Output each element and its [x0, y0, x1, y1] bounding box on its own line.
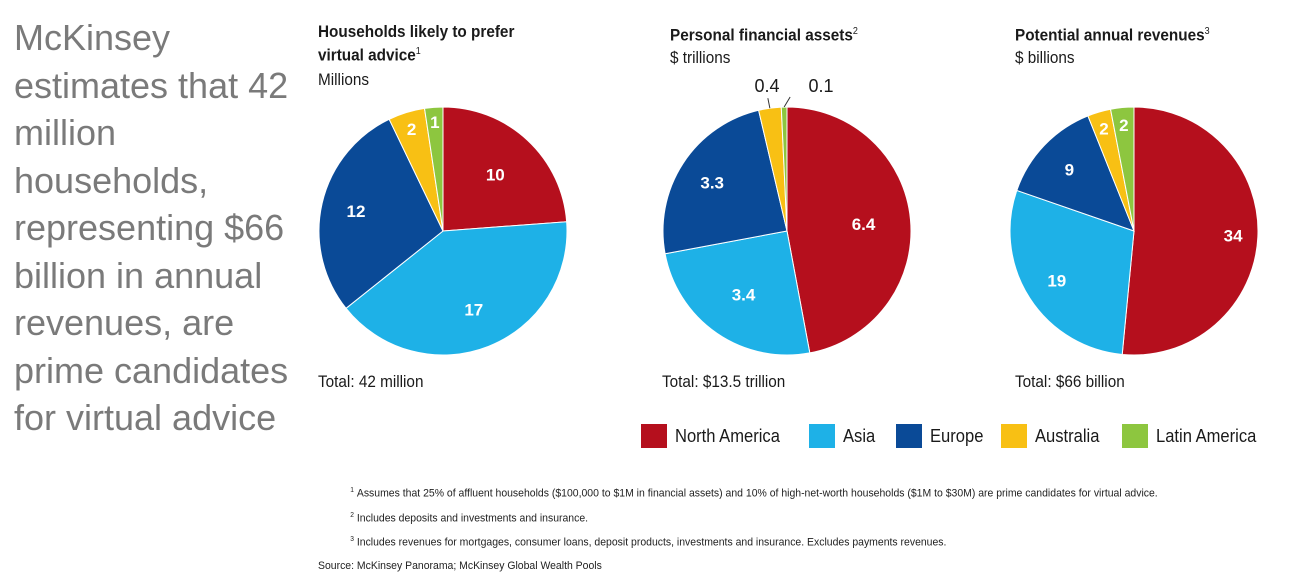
legend-swatch-latin-america: [1122, 424, 1148, 448]
chart-1-label-europe: 12: [346, 202, 365, 221]
chart-2-label-asia: 3.4: [732, 285, 756, 304]
legend-label-latin-america: Latin America: [1156, 426, 1257, 446]
chart-3-label-europe: 9: [1065, 160, 1074, 179]
chart-1-title-line2: virtual advice: [318, 45, 416, 65]
chart-3-slice-asia: [1009, 189, 1135, 355]
chart-2-total: Total: $13.5 trillion: [662, 372, 786, 391]
footnote-1: 1 Assumes that 25% of affluent households…: [318, 480, 1230, 505]
chart-1-slice-north-america: [442, 106, 568, 232]
legend-label-asia: Asia: [843, 426, 876, 446]
chart-3-pie: 34 19 9 2 2: [1009, 106, 1259, 356]
chart-2-label-north-america: 6.4: [852, 215, 876, 234]
chart-1-label-latin-america: 1: [430, 113, 439, 132]
chart-3-slice-latin-america: [1109, 106, 1135, 232]
legend-swatch-europe: [896, 424, 922, 448]
chart-2-leader-australia: [767, 98, 771, 109]
chart-2-label-australia: 0.4: [754, 76, 779, 96]
chart-1-pie: 10 17 12 2 1: [318, 106, 568, 356]
chart-2-label-latin-america: 0.1: [808, 76, 833, 96]
chart-2-label-europe: 3.3: [700, 173, 724, 192]
footnote-3-text: Includes revenues for mortgages, consume…: [356, 536, 947, 549]
footnote-3: 3 Includes revenues for mortgages, consum…: [318, 529, 1230, 554]
chart-3-title-line1: Potential annual revenues: [1015, 25, 1205, 45]
chart-1-slice-europe: [318, 118, 444, 310]
chart-3-total: Total: $66 billion: [1015, 372, 1125, 391]
chart-1-title: Households likely to prefer virtual advi…: [318, 22, 514, 66]
footnotes: 1 Assumes that 25% of affluent households…: [318, 480, 1230, 577]
footnote-2-text: Includes deposits and investments and in…: [356, 512, 589, 525]
footnote-3-num: 3: [350, 536, 355, 544]
chart-2-slice-europe: [662, 109, 788, 255]
chart-3-footnote-ref: 3: [1204, 26, 1210, 37]
chart-1-total: Total: 42 million: [318, 372, 424, 391]
footnote-1-num: 1: [350, 487, 355, 494]
footnote-2-num: 2: [350, 511, 355, 519]
chart-3-label-australia: 2: [1099, 120, 1108, 139]
chart-2-slice-latin-america: [780, 106, 788, 232]
chart-1-slice-latin-america: [423, 106, 444, 232]
chart-3-slice-europe: [1016, 115, 1135, 232]
legend-swatch-north-america: [641, 424, 667, 448]
chart-2-leader-latin-america: [783, 96, 791, 108]
chart-1-label-australia: 2: [407, 120, 416, 139]
chart-1-slice-asia: [345, 221, 568, 356]
source-note: Source: McKinsey Panorama; McKinsey Glob…: [318, 559, 602, 572]
legend: North America Asia Europe Australia Lati…: [641, 424, 1281, 450]
chart-1-unit: Millions: [318, 70, 370, 89]
chart-3-label-north-america: 34: [1224, 227, 1243, 246]
chart-3-label-asia: 19: [1047, 272, 1066, 291]
chart-3-slice-north-america: [1121, 106, 1259, 356]
legend-swatch-australia: [1001, 424, 1027, 448]
footnote-1-text: Assumes that 25% of affluent households …: [356, 487, 1158, 500]
chart-3-label-latin-america: 2: [1119, 116, 1128, 135]
chart-1-label-asia: 17: [464, 300, 483, 319]
legend-swatch-asia: [809, 424, 835, 448]
chart-2-title-line1: Personal financial assets: [670, 25, 853, 45]
chart-1-title-line1: Households likely to prefer: [318, 22, 515, 41]
legend-label-australia: Australia: [1035, 426, 1100, 446]
chart-2-slice-north-america: [786, 106, 912, 354]
chart-1-footnote-ref: 1: [415, 46, 421, 57]
footnote-2: 2 Includes deposits and investments and i…: [318, 505, 1230, 530]
chart-2-title: Personal financial assets2: [670, 22, 858, 46]
legend-label-europe: Europe: [930, 426, 984, 446]
legend-label-north-america: North America: [675, 426, 780, 446]
chart-3-unit: $ billions: [1015, 48, 1075, 67]
chart-2-slice-asia: [664, 230, 811, 356]
chart-2-unit: $ trillions: [670, 48, 731, 67]
headline: McKinsey estimates that 42 million house…: [14, 17, 289, 438]
chart-3-title: Potential annual revenues3: [1015, 22, 1210, 46]
chart-2-footnote-ref: 2: [852, 26, 858, 37]
chart-1-label-north-america: 10: [486, 166, 505, 185]
chart-2-pie: 6.4 3.4 3.3 0.4 0.1: [662, 76, 912, 356]
